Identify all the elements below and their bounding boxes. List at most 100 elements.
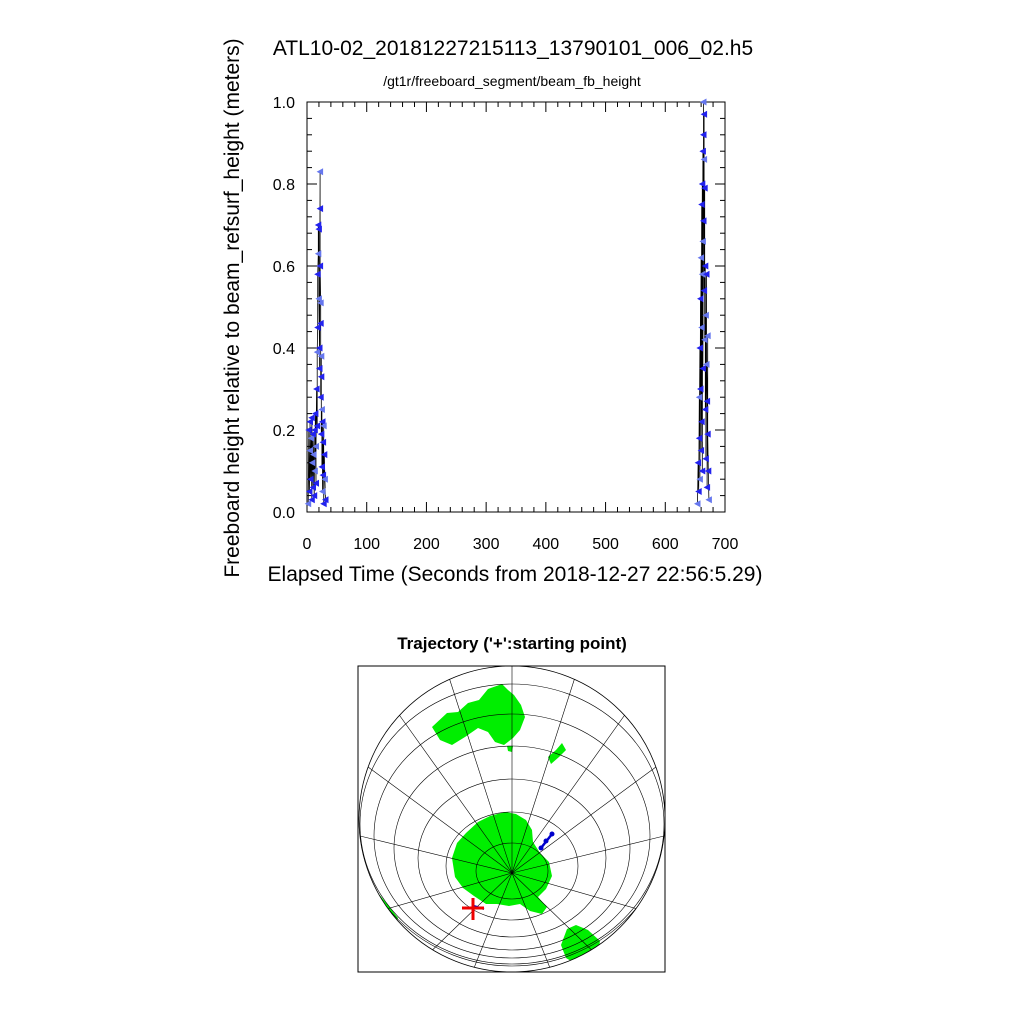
data-point [311, 467, 318, 475]
data-point [703, 397, 711, 405]
data-point [314, 221, 322, 229]
data-point [309, 430, 316, 438]
series-line [697, 102, 710, 504]
data-point [306, 418, 313, 426]
data-point [694, 500, 701, 508]
plot-frame [306, 101, 726, 513]
data-point [697, 447, 705, 454]
data-point [311, 426, 318, 434]
y-tick-label: 0.6 [273, 259, 295, 276]
data-point [700, 155, 708, 163]
data-point [701, 262, 709, 270]
globe [359, 666, 665, 972]
data-point [698, 270, 706, 278]
data-point [704, 332, 711, 340]
data-point [316, 205, 324, 213]
data-point [703, 360, 710, 368]
x-tick-label: 200 [413, 536, 440, 553]
data-point [310, 492, 318, 500]
data-point [313, 422, 321, 430]
data-point [701, 336, 708, 344]
data-point [697, 295, 704, 303]
data-point [705, 496, 712, 504]
tick-labels: 0 100 200 300 400 500 600 700 0.0 0.2 0.4 0.6 0.8 1.0 [273, 95, 739, 553]
map-title: Trajectory ('+':starting point) [397, 634, 627, 653]
data-point [697, 254, 705, 262]
data-points [304, 98, 712, 508]
y-tick-label: 1.0 [273, 95, 295, 112]
data-point [704, 467, 712, 475]
x-tick-label: 700 [712, 536, 739, 553]
data-point [696, 344, 703, 352]
tasmania-landmass [507, 746, 513, 752]
data-point [313, 348, 321, 356]
data-point [307, 434, 315, 442]
data-point [703, 483, 711, 491]
data-point [700, 287, 708, 295]
x-tick-label: 100 [353, 536, 380, 553]
data-point [312, 442, 319, 450]
data-point [308, 414, 315, 422]
data-point [700, 110, 708, 118]
track-end-point [549, 831, 555, 837]
data-point [309, 483, 316, 491]
x-axis-label: Elapsed Time (Seconds from 2018-12-27 22… [268, 563, 763, 586]
x-tick-label: 600 [652, 536, 679, 553]
data-point [314, 270, 321, 278]
data-point [306, 447, 313, 454]
data-point [695, 393, 703, 401]
x-tick-label: 0 [303, 536, 312, 553]
data-point [317, 393, 324, 401]
track-point [543, 838, 549, 844]
data-point [700, 131, 707, 139]
data-point [317, 430, 325, 438]
data-point [308, 496, 315, 504]
data-point [316, 344, 323, 352]
data-point [317, 373, 325, 381]
data-point [312, 479, 319, 487]
data-point [317, 352, 325, 360]
data-point [320, 451, 328, 459]
graticule [359, 666, 665, 972]
data-point [699, 147, 706, 155]
data-point [319, 438, 327, 446]
chart-title: ATL10-02_20181227215113_13790101_006_02.… [273, 37, 753, 60]
data-point [702, 455, 709, 463]
data-point [698, 180, 706, 188]
series-line [307, 171, 326, 504]
data-point [702, 311, 709, 319]
data-point [701, 184, 708, 192]
data-point [703, 270, 710, 278]
track-point [538, 845, 544, 851]
data-point [304, 500, 312, 508]
data-point [320, 422, 327, 430]
y-tick-label: 0.2 [273, 423, 295, 440]
data-point [313, 385, 320, 393]
data-point [698, 418, 705, 426]
data-point [315, 225, 322, 233]
data-point [316, 168, 324, 176]
freeboard-chart: ATL10-02_20181227215113_13790101_006_02.… [221, 37, 762, 586]
starting-point-marker [462, 898, 484, 920]
data-point [698, 467, 706, 475]
y-tick-label: 0.0 [273, 505, 295, 522]
trajectory-map: Trajectory ('+':starting point) [357, 634, 666, 973]
data-point [700, 217, 707, 225]
data-point [695, 434, 703, 442]
data-point [319, 418, 326, 426]
data-point [320, 500, 327, 508]
x-tick-label: 300 [473, 536, 500, 553]
data-point [701, 406, 709, 413]
data-point [316, 262, 324, 270]
chart-subtitle: /gt1r/freeboard_segment/beam_fb_height [383, 73, 641, 89]
data-point [311, 410, 319, 418]
data-point [699, 365, 706, 372]
antarctica-landmass [452, 812, 552, 914]
data-point [305, 488, 313, 495]
data-point [318, 463, 325, 471]
x-tick-label: 400 [533, 536, 560, 553]
data-point [307, 475, 314, 483]
data-point [319, 488, 326, 495]
data-point [317, 319, 324, 327]
